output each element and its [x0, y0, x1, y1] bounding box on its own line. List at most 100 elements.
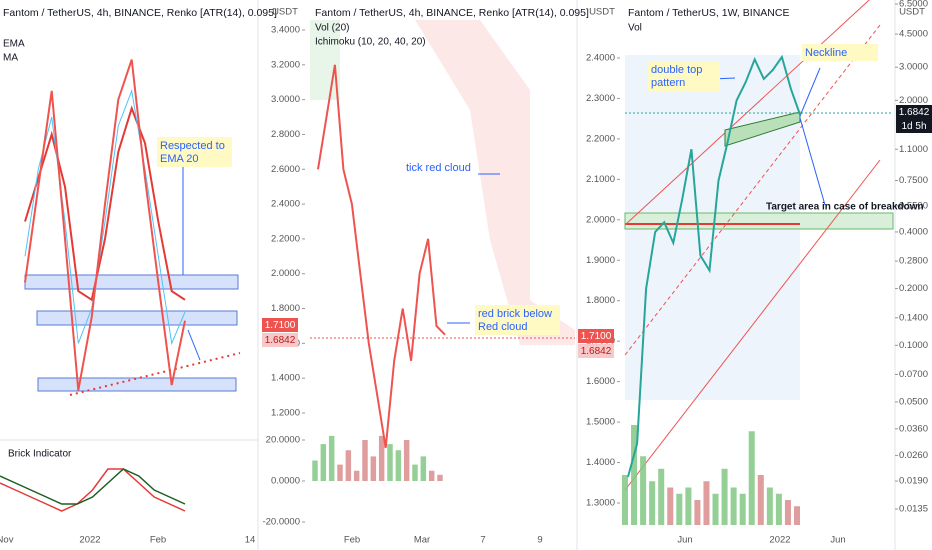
- price-line: [317, 64, 446, 448]
- volume-bar: [378, 435, 385, 481]
- unit-label: USDT: [272, 7, 298, 18]
- volume-bar: [420, 456, 427, 481]
- y-tick-label: 2.8000: [271, 129, 300, 140]
- price-tag-label: 1.7100: [581, 331, 612, 342]
- series-line: [24, 89, 186, 346]
- volume-bar: [676, 493, 683, 525]
- volume-bar: [721, 468, 728, 525]
- annotation-box: [157, 137, 232, 167]
- y-tick-label: 2.2000: [586, 133, 615, 144]
- y-tick-label: 1.8000: [271, 303, 300, 314]
- volume-bar: [412, 464, 418, 481]
- y-tick-label: 2.0000: [586, 214, 615, 225]
- volume-bar: [387, 444, 393, 481]
- volume-bar: [312, 460, 318, 481]
- series-line: [24, 105, 186, 302]
- volume-bar: [640, 456, 647, 525]
- annotation: Red cloud: [478, 321, 528, 333]
- x-tick-label: 9: [537, 535, 542, 546]
- y-tick-label: 2.0000: [271, 268, 300, 279]
- annotation: EMA 20: [160, 153, 199, 165]
- y2-tick-label: 3.0000: [899, 62, 928, 73]
- volume-bar: [685, 487, 692, 525]
- y-tick-label: 1.4000: [271, 373, 300, 384]
- x-tick-label: 2022: [769, 535, 790, 546]
- volume-bar: [703, 481, 710, 525]
- v-tick-label: 20.0000: [266, 435, 300, 446]
- volume-bar: [649, 481, 656, 525]
- ichimoku-red-cloud: [415, 20, 575, 345]
- price-tag-label: 1.6842: [581, 346, 612, 357]
- indicator-name: Brick Indicator: [8, 449, 72, 460]
- volume-bar: [362, 440, 368, 481]
- y-tick-label: 1.8000: [586, 295, 615, 306]
- price-tag: [262, 318, 298, 332]
- price-tag: [578, 344, 614, 358]
- annotation-box: [802, 44, 878, 61]
- x-tick-label: 7: [480, 535, 485, 546]
- volume-bar: [337, 464, 343, 481]
- chart-title: Fantom / TetherUS, 4h, BINANCE, Renko [A…: [315, 7, 589, 19]
- annotation-box: [648, 61, 720, 91]
- y2-tick-label: 4.5000: [899, 29, 928, 40]
- y-tick-label: 2.2000: [271, 233, 300, 244]
- y-tick-label: 1.2000: [271, 408, 300, 419]
- price-tag-label: 1.7100: [265, 320, 296, 331]
- x-tick-label: Feb: [344, 535, 360, 546]
- legend-entry: MA: [3, 53, 18, 64]
- x-tick-label: 14: [245, 535, 256, 546]
- y-tick-label: 1.5000: [586, 417, 615, 428]
- annotation: double top: [651, 64, 702, 76]
- volume-bar: [775, 493, 782, 525]
- y-tick-label: 2.3000: [586, 93, 615, 104]
- volume-bar: [395, 450, 402, 481]
- volume-bar: [621, 475, 629, 525]
- zone: [36, 310, 238, 326]
- volume-bar: [766, 487, 773, 525]
- y2-tick-label: 1.1000: [899, 144, 928, 155]
- annotation-box: [475, 305, 560, 335]
- y2-tick-label: 0.0360: [899, 423, 928, 434]
- volume-bar: [428, 470, 435, 481]
- y2-tick-label: 0.0190: [899, 476, 928, 487]
- x-tick-label: Jun: [677, 535, 692, 546]
- v-tick-label: -20.0000: [262, 517, 300, 528]
- legend-label: Vol (20): [315, 23, 349, 34]
- volume-bar: [631, 425, 638, 525]
- y-tick-label: 2.4000: [271, 199, 300, 210]
- indicator-line: [0, 468, 186, 505]
- y-tick-label: 3.4000: [271, 25, 300, 36]
- annotation: Respected to: [160, 140, 225, 152]
- volume-bar: [437, 474, 443, 481]
- channel-top: [624, 0, 870, 226]
- volume-bar: [320, 444, 327, 481]
- y-tick-label: 2.4000: [586, 53, 615, 64]
- volume-bar: [667, 487, 674, 525]
- arrow: [799, 117, 826, 206]
- y-tick-label: 2.6000: [271, 164, 300, 175]
- x-tick-label: 2022: [79, 535, 100, 546]
- volume-bar: [403, 440, 410, 481]
- y2-tick-label: 0.0260: [899, 450, 928, 461]
- price-tag: [896, 119, 932, 133]
- y2-tick-label: 0.7500: [899, 175, 928, 186]
- annotation: Neckline: [805, 47, 847, 59]
- x-tick-label: Nov: [0, 535, 14, 546]
- volume-bar: [739, 493, 746, 525]
- x-tick-label: Mar: [414, 535, 430, 546]
- zone: [37, 377, 237, 392]
- price-tag: [578, 329, 614, 343]
- y-tick-label: 1.4000: [586, 457, 615, 468]
- price-tag: [262, 333, 298, 347]
- legend-entry: EMA: [3, 39, 25, 50]
- y2-tick-label: 0.5500: [899, 200, 928, 211]
- chart-title: Fantom / TetherUS, 4h, BINANCE, Renko [A…: [3, 7, 277, 19]
- annotation: red brick below: [478, 308, 552, 320]
- y2-tick-label: 0.1000: [899, 340, 928, 351]
- volume-bar: [694, 500, 701, 525]
- legend-label: Ichimoku (10, 20, 40, 20): [315, 37, 426, 48]
- volume-bar: [328, 435, 335, 481]
- channel-bottom: [624, 159, 881, 491]
- y2-tick-label: 0.1400: [899, 312, 928, 323]
